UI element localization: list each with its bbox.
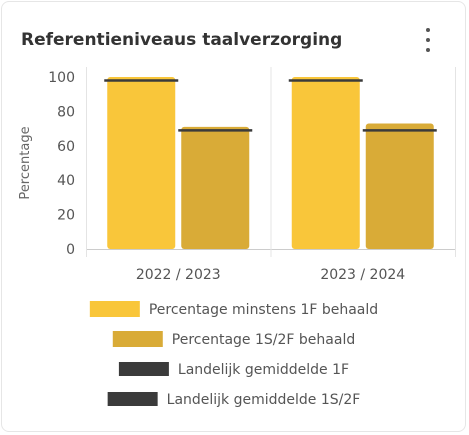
bar[interactable] <box>181 126 250 249</box>
y-tick-label: 0 <box>66 242 75 258</box>
legend-item[interactable]: Landelijk gemiddelde 1S/2F <box>107 392 361 408</box>
more-vertical-icon[interactable] <box>421 28 435 52</box>
y-tick-label: 80 <box>57 104 75 120</box>
y-tick-label: 40 <box>57 173 75 189</box>
legend-label: Landelijk gemiddelde 1F <box>178 362 349 378</box>
reference-lines <box>104 79 437 132</box>
legend: Percentage minstens 1F behaald Percentage… <box>89 301 378 408</box>
legend-item[interactable]: Percentage minstens 1F behaald <box>89 301 378 318</box>
legend-label: Landelijk gemiddelde 1S/2F <box>167 392 361 408</box>
legend-swatch <box>107 392 158 406</box>
legend-item[interactable]: Landelijk gemiddelde 1F <box>118 362 349 378</box>
y-tick-label: 100 <box>48 70 75 86</box>
y-tick-label: 60 <box>57 139 75 155</box>
legend-label: Percentage 1S/2F behaald <box>172 332 355 348</box>
y-tick-label: 20 <box>57 208 75 224</box>
bars <box>107 77 434 249</box>
x-axis: 2022 / 2023 2023 / 2024 <box>136 267 405 283</box>
x-tick-label: 2022 / 2023 <box>136 267 221 283</box>
grid-lines <box>86 67 456 257</box>
legend-swatch <box>118 362 169 376</box>
legend-swatch <box>112 331 163 347</box>
card-title: Referentieniveaus taalverzorging <box>21 30 343 50</box>
y-axis-label: Percentage <box>18 126 33 199</box>
y-axis: 0 20 40 60 80 100 Percentage <box>18 70 75 258</box>
bar[interactable] <box>107 77 176 249</box>
bar[interactable] <box>365 123 434 249</box>
bar[interactable] <box>291 77 360 249</box>
legend-item[interactable]: Percentage 1S/2F behaald <box>112 331 355 348</box>
legend-label: Percentage minstens 1F behaald <box>149 302 378 318</box>
legend-swatch <box>89 301 140 317</box>
x-tick-label: 2023 / 2024 <box>320 267 405 283</box>
